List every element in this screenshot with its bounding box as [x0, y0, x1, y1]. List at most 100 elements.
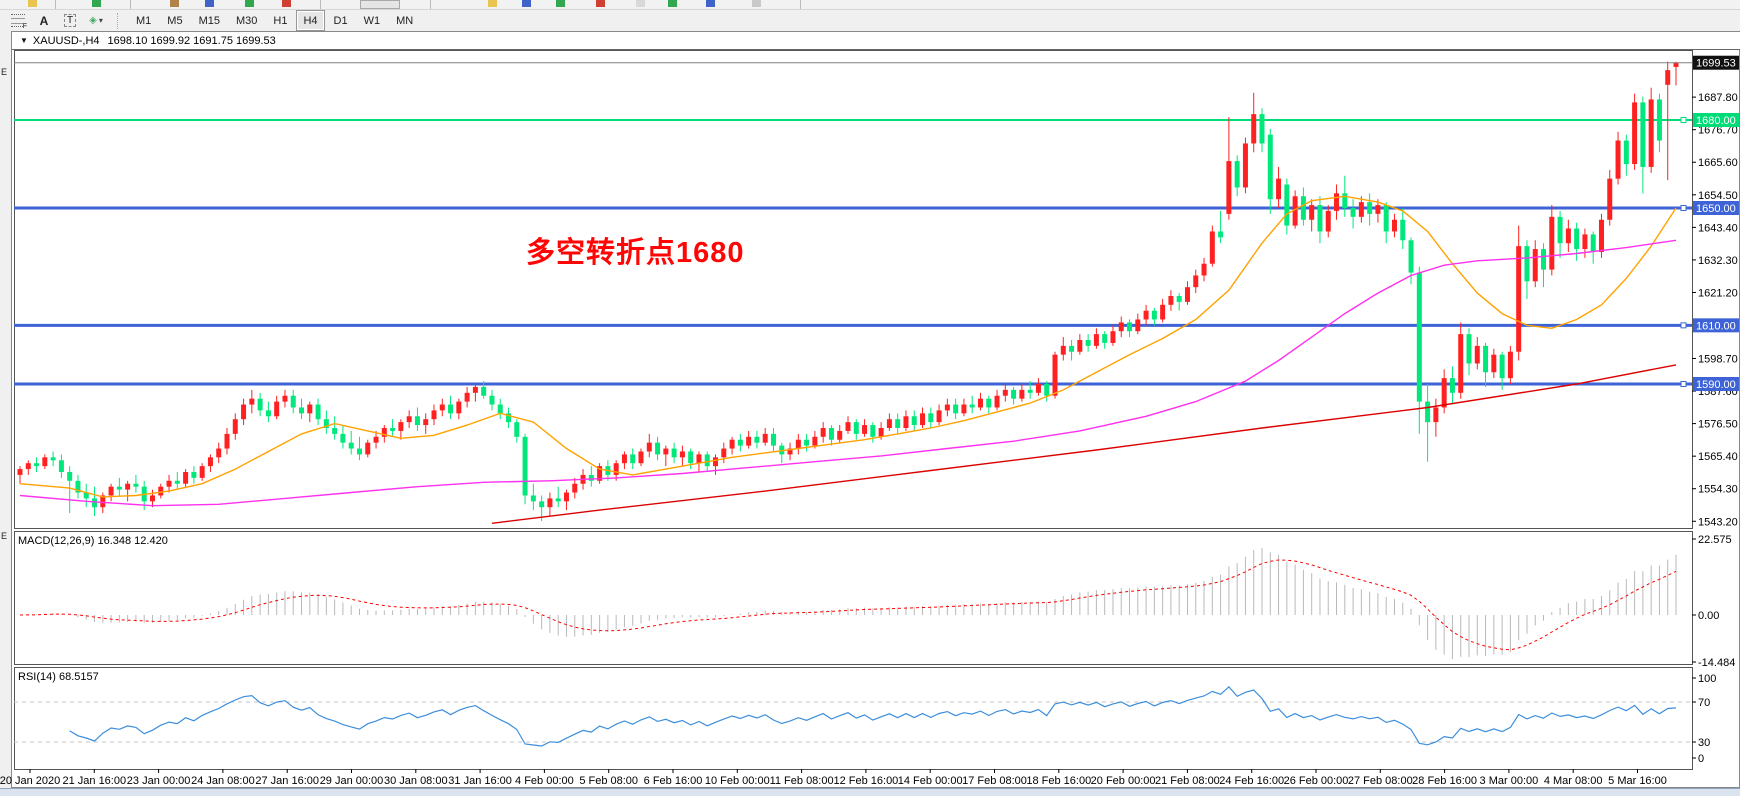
ma-mid-magenta [19, 239, 1677, 507]
clipped-icon [205, 0, 214, 7]
svg-text:5 Mar 16:00: 5 Mar 16:00 [1608, 775, 1667, 787]
clipped-icon [556, 0, 565, 7]
time-axis[interactable]: 20 Jan 2020 21 Jan 16:00 23 Jan 00:00 24 Ja… [0, 769, 1667, 787]
timeframe-w1-button[interactable]: W1 [363, 14, 381, 27]
svg-text:1680.00: 1680.00 [1696, 115, 1736, 127]
hline-handle [1680, 117, 1687, 124]
svg-text:1621.20: 1621.20 [1698, 287, 1738, 299]
clipped-icon [488, 0, 497, 7]
clipped-toolbar-row [0, 0, 1740, 10]
dock-glyph: E [1, 67, 8, 77]
clipped-icon [360, 0, 400, 9]
svg-text:4 Mar 08:00: 4 Mar 08:00 [1544, 775, 1603, 787]
text-tool-icon: A [39, 13, 49, 28]
svg-text:24 Jan 08:00: 24 Jan 08:00 [191, 775, 255, 787]
text-tool-button[interactable]: A [32, 11, 56, 30]
timeframe-d1-button[interactable]: D1 [333, 14, 348, 27]
clipped-icon [130, 0, 131, 9]
main-toolbar: F A T ◈ ▾ M1 M5 M15 M30 H1 H4 D1 W1 MN [0, 10, 1740, 31]
timeframe-m15-button[interactable]: M15 [198, 14, 220, 27]
clipped-icon [245, 0, 254, 7]
horizontal-level-lines[interactable] [14, 117, 1692, 387]
svg-text:-14.484: -14.484 [1698, 657, 1735, 669]
clipped-icon [752, 0, 761, 7]
timeframe-m1-button[interactable]: M1 [136, 14, 152, 27]
fibonacci-tool-button[interactable]: F [6, 11, 30, 30]
timeframe-h4-button[interactable]: H4 [296, 10, 325, 31]
clipped-icon [320, 0, 321, 9]
clipped-icon [430, 0, 431, 9]
svg-text:27 Jan 16:00: 27 Jan 16:00 [255, 775, 319, 787]
macd-indicator-label: MACD(12,26,9) 16.348 12.420 [18, 535, 168, 547]
svg-text:12 Feb 16:00: 12 Feb 16:00 [833, 775, 898, 787]
timeframe-h1-button[interactable]: H1 [273, 14, 288, 27]
moving-averages [19, 195, 1677, 524]
chevron-down-icon: ▾ [98, 16, 103, 25]
svg-text:20 Feb 00:00: 20 Feb 00:00 [1091, 775, 1156, 787]
clipped-icon [170, 0, 179, 7]
fibonacci-grid-icon: F [11, 14, 27, 30]
clipped-icon [800, 0, 801, 9]
svg-text:14 Feb 00:00: 14 Feb 00:00 [898, 775, 963, 787]
hline-handle [1680, 205, 1687, 211]
svg-text:1650.00: 1650.00 [1696, 203, 1736, 215]
svg-text:29 Jan 00:00: 29 Jan 00:00 [320, 775, 384, 787]
clipped-icon [636, 0, 645, 7]
svg-text:0: 0 [1698, 753, 1704, 765]
rsi-indicator-label: RSI(14) 68.5157 [18, 671, 99, 683]
svg-text:70: 70 [1698, 697, 1710, 709]
svg-text:3 Mar 00:00: 3 Mar 00:00 [1480, 775, 1539, 787]
svg-text:30: 30 [1698, 737, 1710, 749]
hline-handle [1680, 322, 1687, 329]
text-label-icon: T [63, 14, 77, 27]
svg-text:1687.80: 1687.80 [1698, 92, 1738, 104]
svg-text:1610.00: 1610.00 [1696, 320, 1736, 332]
macd-indicator: 22.575 0.00 -14.484 [19, 534, 1735, 669]
svg-text:1565.40: 1565.40 [1698, 451, 1738, 463]
svg-text:1699.53: 1699.53 [1696, 58, 1736, 70]
svg-text:20 Jan 2020: 20 Jan 2020 [0, 775, 60, 787]
pane-backgrounds[interactable] [14, 50, 1693, 770]
svg-text:100: 100 [1698, 673, 1716, 685]
timeframe-m5-button[interactable]: M5 [167, 14, 183, 27]
toolbar-separator [117, 12, 123, 29]
svg-text:1590.00: 1590.00 [1696, 379, 1736, 391]
svg-text:22.575: 22.575 [1698, 534, 1732, 546]
svg-text:1576.50: 1576.50 [1698, 419, 1738, 431]
clipped-icon [596, 0, 605, 7]
symbol-timeframe-title: XAUUSD-,H4 [32, 34, 100, 47]
window-bottom-edge [0, 788, 1740, 796]
ma-fast-orange [19, 195, 1677, 498]
svg-text:4 Feb 00:00: 4 Feb 00:00 [515, 775, 574, 787]
clipped-icon [706, 0, 715, 7]
svg-text:1643.40: 1643.40 [1698, 222, 1738, 234]
svg-text:6 Feb 16:00: 6 Feb 16:00 [644, 775, 703, 787]
timeframe-m30-button[interactable]: M30 [235, 14, 258, 27]
svg-text:27 Feb 08:00: 27 Feb 08:00 [1348, 775, 1413, 787]
svg-text:1665.60: 1665.60 [1698, 157, 1738, 169]
clipped-icon [55, 0, 56, 9]
window-collapse-icon[interactable]: ▼ [20, 36, 28, 45]
chart-text-annotation[interactable]: 多空转折点1680 [526, 237, 745, 269]
dock-glyph: E [1, 531, 8, 541]
svg-text:11 Feb 08:00: 11 Feb 08:00 [770, 775, 834, 787]
svg-text:1632.30: 1632.30 [1698, 255, 1738, 267]
svg-text:5 Feb 08:00: 5 Feb 08:00 [579, 775, 638, 787]
svg-text:18 Feb 16:00: 18 Feb 16:00 [1026, 775, 1091, 787]
text-label-tool-button[interactable]: T [58, 11, 82, 30]
svg-text:28 Feb 16:00: 28 Feb 16:00 [1412, 775, 1477, 787]
svg-text:24 Feb 16:00: 24 Feb 16:00 [1219, 775, 1284, 787]
shapes-icon: ◈ [89, 15, 97, 26]
chart-window-header: ▼ XAUUSD-,H4 1698.10 1699.92 1691.75 169… [12, 32, 1740, 50]
svg-text:31 Jan 16:00: 31 Jan 16:00 [448, 775, 512, 787]
clipped-icon [282, 0, 291, 7]
svg-text:1554.30: 1554.30 [1698, 484, 1738, 496]
svg-text:26 Feb 00:00: 26 Feb 00:00 [1284, 775, 1349, 787]
shapes-tool-button[interactable]: ◈ ▾ [84, 11, 108, 30]
price-badges: 1680.00 1650.00 1610.00 1590.00 1699.53 [1693, 55, 1739, 391]
svg-text:30 Jan 08:00: 30 Jan 08:00 [384, 775, 448, 787]
timeframe-mn-button[interactable]: MN [396, 14, 414, 27]
price-axis[interactable]: 1687.80 1676.70 1665.60 1654.50 1643.40 1632.… [1692, 92, 1738, 528]
